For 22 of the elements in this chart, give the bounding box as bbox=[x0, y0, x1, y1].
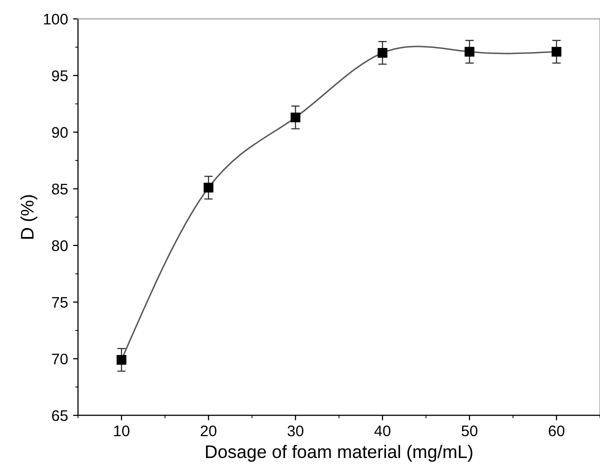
x-tick-label: 50 bbox=[462, 425, 478, 436]
point bbox=[116, 354, 126, 365]
y-tick-label: 95 bbox=[52, 70, 68, 82]
y-tick-label: 100 bbox=[44, 14, 68, 25]
y-tick-label: 70 bbox=[52, 354, 68, 364]
point bbox=[204, 182, 214, 193]
x-axis-title: Dosage of foam material (mg/mL) bbox=[206, 444, 472, 462]
point bbox=[552, 46, 562, 57]
y-tick-label: 80 bbox=[52, 240, 68, 252]
x-tick-label: 30 bbox=[288, 425, 304, 436]
x-tick-label: 10 bbox=[114, 425, 130, 436]
y-axis-title: D (%) bbox=[20, 195, 38, 239]
y-tick-label: 85 bbox=[52, 184, 68, 194]
point bbox=[378, 48, 388, 58]
x-tick-label: 60 bbox=[548, 425, 564, 436]
x-tick-label: 20 bbox=[200, 425, 216, 436]
point bbox=[290, 112, 300, 122]
point bbox=[464, 46, 474, 57]
y-tick-label: 65 bbox=[52, 410, 68, 422]
y-tick-label: 90 bbox=[52, 127, 68, 138]
x-tick-label: 40 bbox=[374, 425, 390, 436]
y-tick-label: 75 bbox=[52, 297, 68, 308]
